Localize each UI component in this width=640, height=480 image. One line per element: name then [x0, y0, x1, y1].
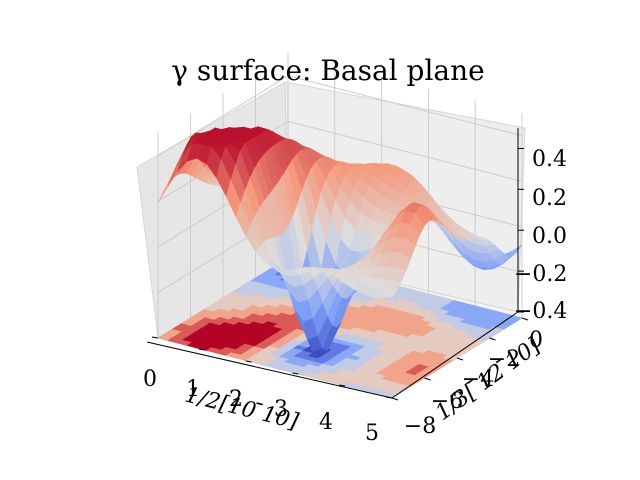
z-tick-label-3: −0.2: [514, 262, 567, 287]
z-tick-label-2: 0.0: [532, 224, 567, 249]
grid-line-z: [287, 75, 523, 137]
y-axis-line: [391, 311, 519, 399]
x-tick-mark: [385, 396, 393, 399]
gamma-surface: [157, 126, 523, 352]
z-tick-label-4: −0.4: [514, 299, 567, 324]
x-tick-mark: [339, 384, 346, 387]
x-tick-mark: [245, 360, 252, 363]
x-axis-line: [146, 341, 393, 399]
y-tick-label-3: −6: [431, 389, 463, 414]
x-tick-label-1: 1: [186, 377, 200, 402]
tick-marks: [151, 147, 529, 401]
y-tick-mark: [521, 317, 529, 321]
y-tick-mark: [489, 337, 496, 341]
y-tick-label-4: −8: [404, 414, 436, 439]
y-tick-mark: [424, 377, 431, 381]
x-tick-label-4: 4: [319, 410, 333, 435]
y-tick-labels: 0 −2 −4 −6 −8: [404, 328, 543, 439]
x-tick-mark: [292, 372, 299, 375]
x-tick-label-2: 2: [229, 387, 243, 412]
y-tick-mark: [391, 397, 399, 401]
y-tick-label-2: −4: [462, 367, 494, 392]
x-tick-mark: [151, 336, 159, 339]
y-tick-label-0: 0: [529, 328, 543, 353]
y-tick-mark: [456, 357, 464, 361]
x-tick-labels: 0 1 2 3 4 5: [143, 367, 379, 446]
grid-line-z: [157, 75, 289, 157]
axis-lines: [146, 128, 519, 399]
x-tick-label-3: 3: [274, 397, 288, 422]
z-tick-label-0: 0.4: [532, 147, 567, 172]
y-tick-label-1: −2: [488, 347, 520, 372]
chart-title: γ surface: Basal plane: [171, 54, 484, 87]
x-tick-label-5: 5: [365, 421, 379, 446]
x-tick-mark: [198, 348, 205, 351]
x-tick-label-0: 0: [143, 367, 157, 392]
z-tick-labels: 0.4 0.2 0.0 −0.2 −0.4: [514, 147, 567, 324]
grid-line-z: [287, 120, 523, 182]
z-tick-label-1: 0.2: [532, 186, 567, 211]
surface-cell: [381, 290, 398, 299]
